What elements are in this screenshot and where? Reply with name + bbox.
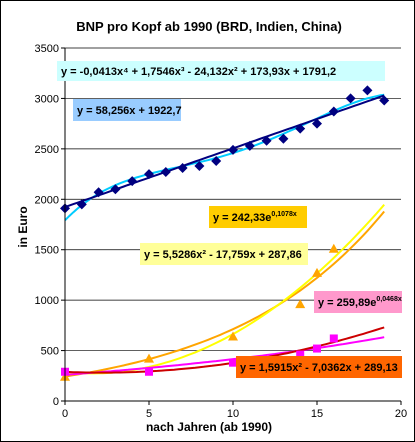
equation-labels-layer: y = -0,0413x⁴ + 1,7546x³ - 24,132x² + 17… [57, 61, 402, 378]
chart-title: BNP pro Kopf ab 1990 (BRD, Indien, China… [76, 19, 342, 34]
point-series0-3 [110, 184, 121, 195]
point-series1-3 [295, 299, 306, 309]
y-tick-label: 3000 [35, 93, 59, 105]
equation-box-1 [73, 99, 181, 121]
point-series2-3 [296, 350, 305, 359]
point-series0-18 [362, 85, 373, 96]
y-axis-label: in Euro [16, 206, 30, 247]
point-series1-4 [312, 267, 322, 277]
trendline-2 [64, 210, 385, 378]
point-series0-8 [194, 161, 205, 172]
point-series0-2 [93, 187, 104, 198]
point-series0-1 [76, 199, 87, 210]
point-series0-16 [328, 106, 339, 117]
point-series2-4 [313, 344, 321, 353]
x-tick-label: 20 [395, 408, 407, 420]
point-series2-5 [329, 334, 338, 343]
point-series0-4 [127, 176, 138, 187]
equation-text-1: y = 58,256x + 1922,7 [77, 105, 182, 117]
point-series1-2 [228, 331, 238, 341]
data-points-layer [60, 85, 390, 381]
x-tick-label: 15 [311, 408, 323, 420]
point-series2-1 [145, 367, 153, 376]
y-tick-label: 2500 [35, 144, 59, 156]
x-tick-label: 5 [146, 408, 152, 420]
x-tick-label: 10 [227, 408, 239, 420]
point-series0-7 [177, 163, 188, 174]
y-tick-label: 1500 [35, 245, 59, 257]
trendline-4 [64, 336, 385, 376]
equation-box-0 [57, 61, 385, 81]
point-series0-10 [228, 144, 238, 155]
equation-text-3: y = 5,5286x² - 17,759x + 287,86 [144, 249, 302, 261]
trendline-5 [64, 326, 385, 374]
point-series0-19 [379, 95, 390, 106]
x-tick-label: 0 [62, 408, 68, 420]
equation-label-3: y = 5,5286x² - 17,759x + 287,86 [140, 243, 308, 265]
y-tick-label: 2000 [35, 194, 59, 206]
equation-text-0: y = -0,0413x⁴ + 1,7546x³ - 24,132x² + 17… [61, 66, 336, 78]
point-series0-6 [160, 167, 171, 178]
point-series0-5 [144, 169, 154, 180]
equation-text-5: y = 1,5915x² - 7,0362x + 289,13 [240, 362, 398, 374]
equation-label-1: y = 58,256x + 1922,7 [73, 99, 182, 121]
equation-box-4 [314, 291, 402, 313]
equation-label-0: y = -0,0413x⁴ + 1,7546x³ - 24,132x² + 17… [57, 61, 385, 81]
y-tick-label: 500 [41, 346, 59, 358]
point-series0-14 [295, 123, 306, 134]
point-series1-5 [328, 243, 339, 253]
point-series0-13 [278, 133, 289, 144]
point-series0-17 [345, 93, 356, 104]
point-series2-2 [229, 358, 237, 367]
point-series0-15 [312, 118, 322, 129]
point-series0-9 [211, 155, 222, 166]
equation-box-2 [209, 206, 307, 228]
axes-layer: 0 500 1000 1500 2000 2500 3000 3500 0 5 10 15 20 [35, 43, 408, 420]
equation-label-2: y = 242,33e0,1078x [209, 206, 307, 228]
equation-box-3 [140, 243, 308, 265]
equation-text-2: y = 242,33e0,1078x [213, 211, 297, 224]
y-tick-label: 0 [53, 396, 59, 408]
point-series0-12 [261, 135, 272, 146]
point-series1-1 [144, 353, 154, 363]
y-tick-label: 3500 [35, 43, 59, 55]
x-axis-label: nach Jahren (ab 1990) [146, 420, 272, 434]
equation-label-4: y = 259,89e0,0468x [314, 291, 402, 313]
equation-label-5: y = 1,5915x² - 7,0362x + 289,13 [236, 356, 402, 378]
equation-box-5 [236, 356, 402, 378]
equation-text-4: y = 259,89e0,0468x [318, 296, 402, 309]
y-tick-label: 1000 [35, 295, 59, 307]
point-series0-11 [244, 140, 255, 151]
